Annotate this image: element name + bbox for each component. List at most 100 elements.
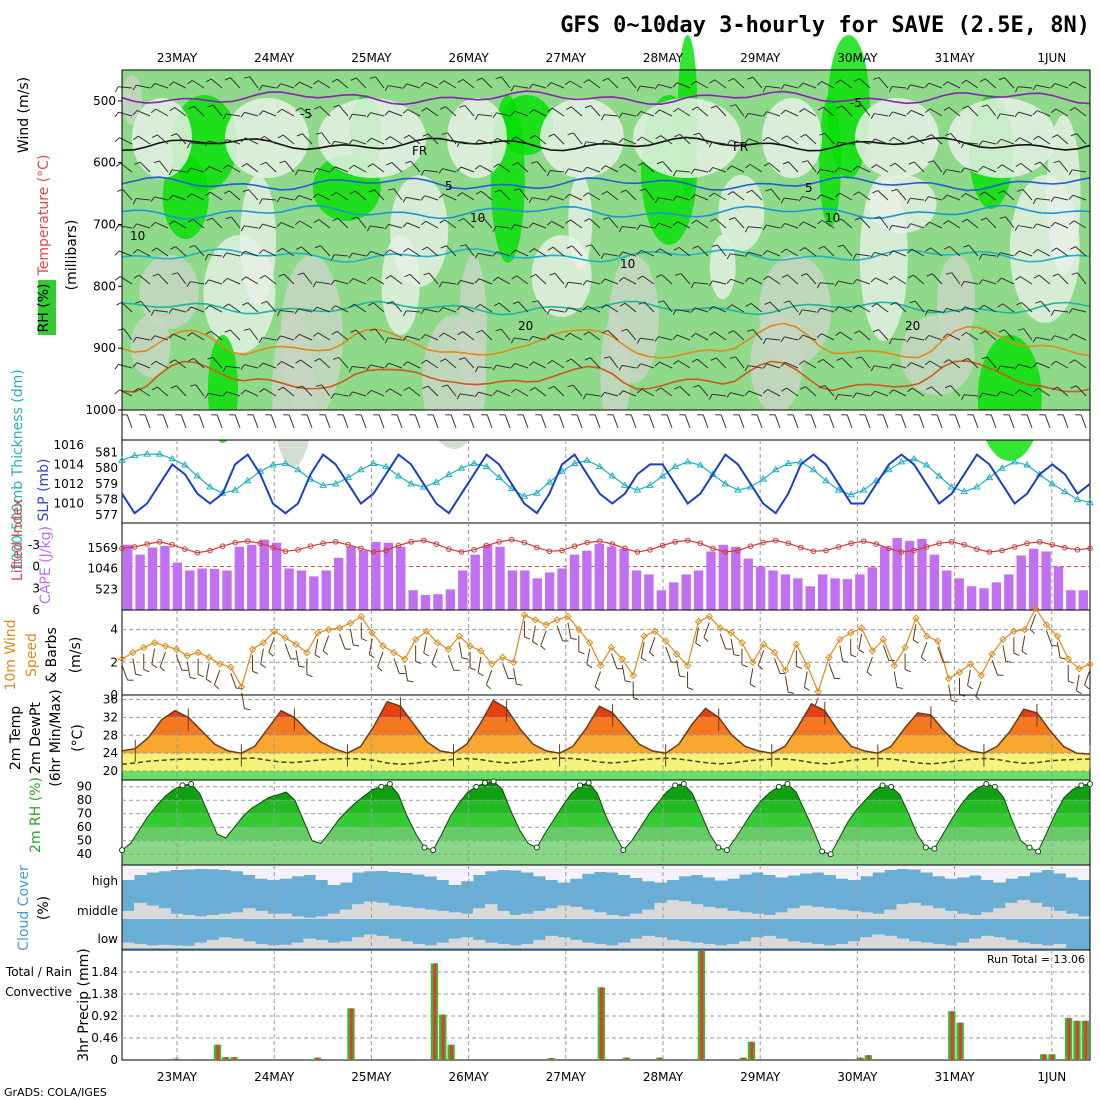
rh-marker — [715, 844, 722, 851]
li-marker — [798, 544, 804, 551]
cloud-layer-bar — [799, 942, 813, 948]
rh-blob — [759, 255, 831, 365]
contour-label: 10 — [130, 229, 145, 243]
wind-barb — [752, 329, 763, 341]
wind-barb-flag — [315, 384, 322, 387]
cape-bar — [222, 570, 232, 610]
wind-barb-flag — [781, 387, 787, 392]
thickness-axis-label: 1000-500mb Thickness (dm) — [10, 369, 26, 570]
wind-barb-flag — [925, 386, 932, 391]
wind-barb — [569, 332, 583, 341]
wind-barb — [696, 106, 709, 117]
wind-axis-label-1: 10m Wind — [3, 619, 19, 690]
wind-marker — [292, 640, 300, 649]
wind-barb — [734, 217, 745, 229]
cloud-high-gap — [787, 865, 801, 876]
wind-barb — [824, 385, 835, 397]
cloud-layer-bar — [267, 945, 280, 948]
wind-barb — [393, 188, 403, 201]
wind-barb-flag — [746, 189, 753, 194]
wind-barb-flag — [297, 272, 304, 276]
cloud-layer-bar — [424, 945, 438, 948]
wind-barb — [1057, 134, 1069, 145]
rh-marker — [421, 844, 428, 851]
wind10m-barb — [774, 658, 781, 674]
cape-bar — [793, 578, 803, 610]
wind-barb-flag — [348, 366, 353, 373]
wind-barb-flag — [818, 245, 825, 250]
wind-barb — [392, 301, 403, 313]
cloud-layer-bar — [799, 905, 813, 919]
precip-conv-bar — [750, 1041, 754, 1060]
wind-barb — [803, 360, 817, 369]
wind-barb — [569, 80, 583, 89]
wind-speed-line — [121, 607, 1091, 694]
wind-barb — [967, 105, 979, 117]
wind-barb — [1036, 198, 1051, 201]
wind-marker — [847, 629, 855, 637]
wind-barb-flag — [204, 140, 209, 147]
cloud-layer-bar — [509, 914, 522, 919]
wind-barb-flag — [133, 135, 139, 141]
wind-barb-flag — [567, 384, 574, 388]
wind10m-barb-flag — [407, 680, 414, 683]
cape-bar — [321, 570, 331, 610]
wind-barb-flag — [547, 359, 553, 365]
thickness-marker — [520, 492, 529, 499]
wind-barb-flag — [600, 139, 605, 146]
wind-barb — [552, 107, 565, 117]
wind10m-barb-flag — [912, 639, 919, 644]
cloud-layer-bar — [146, 905, 159, 919]
wind-barb-flag — [726, 278, 732, 285]
cloud-high-gap — [908, 865, 922, 870]
wind-barb — [752, 76, 763, 89]
wind-barb-flag — [207, 104, 214, 108]
surface-barb — [630, 414, 637, 429]
cloud-layer-bar — [581, 942, 595, 948]
surface-barb — [126, 414, 133, 429]
wind-barb — [1000, 390, 1015, 397]
wind-barb-flag — [225, 216, 232, 220]
cloud-layer-bar — [714, 908, 728, 919]
wind-barb-flag — [114, 364, 119, 370]
contour-line — [121, 322, 1091, 359]
wind-barb — [609, 356, 619, 369]
li-marker — [320, 540, 326, 547]
cape-bar — [147, 547, 158, 610]
cloud-layer-bar — [134, 902, 147, 919]
wind-barb-flag — [240, 364, 245, 370]
wind-barb — [518, 301, 529, 313]
wind-barb-flag — [188, 358, 194, 362]
wind-barb-flag — [673, 360, 679, 365]
wind-marker — [738, 638, 746, 647]
cape-bar — [234, 546, 245, 610]
wind-barb — [442, 306, 457, 313]
wind-barb-flag — [888, 250, 894, 256]
wind10m-barb — [186, 661, 191, 678]
cloud-layer-bar — [981, 912, 994, 919]
wind-barb — [680, 273, 691, 285]
wind-barb-flag — [205, 191, 211, 197]
wind-barb-flag — [836, 357, 843, 361]
wind-barb — [984, 330, 997, 341]
wind10m-barb — [757, 650, 765, 666]
wind-barb-flag — [510, 388, 517, 394]
cape-bar — [1016, 555, 1026, 610]
wind-barb-flag — [709, 331, 715, 336]
rh-blob — [977, 335, 1042, 461]
wind-barb-flag — [402, 83, 408, 89]
wind-barb — [442, 281, 457, 285]
cape-bar — [172, 562, 183, 610]
wind-barb-flag — [744, 251, 749, 258]
cloud-layer-bar — [218, 937, 232, 948]
wind-barb — [443, 193, 457, 201]
wind-barb-flag — [438, 168, 443, 174]
surface-barb — [666, 414, 673, 429]
wind-barb — [406, 196, 421, 201]
cloud-high-gap — [279, 865, 292, 879]
cloud-layer-bar — [1029, 943, 1043, 948]
cloud-layer-bar — [436, 910, 450, 919]
wind-barb-flag — [474, 366, 479, 373]
wind-barb-flag — [546, 221, 552, 226]
